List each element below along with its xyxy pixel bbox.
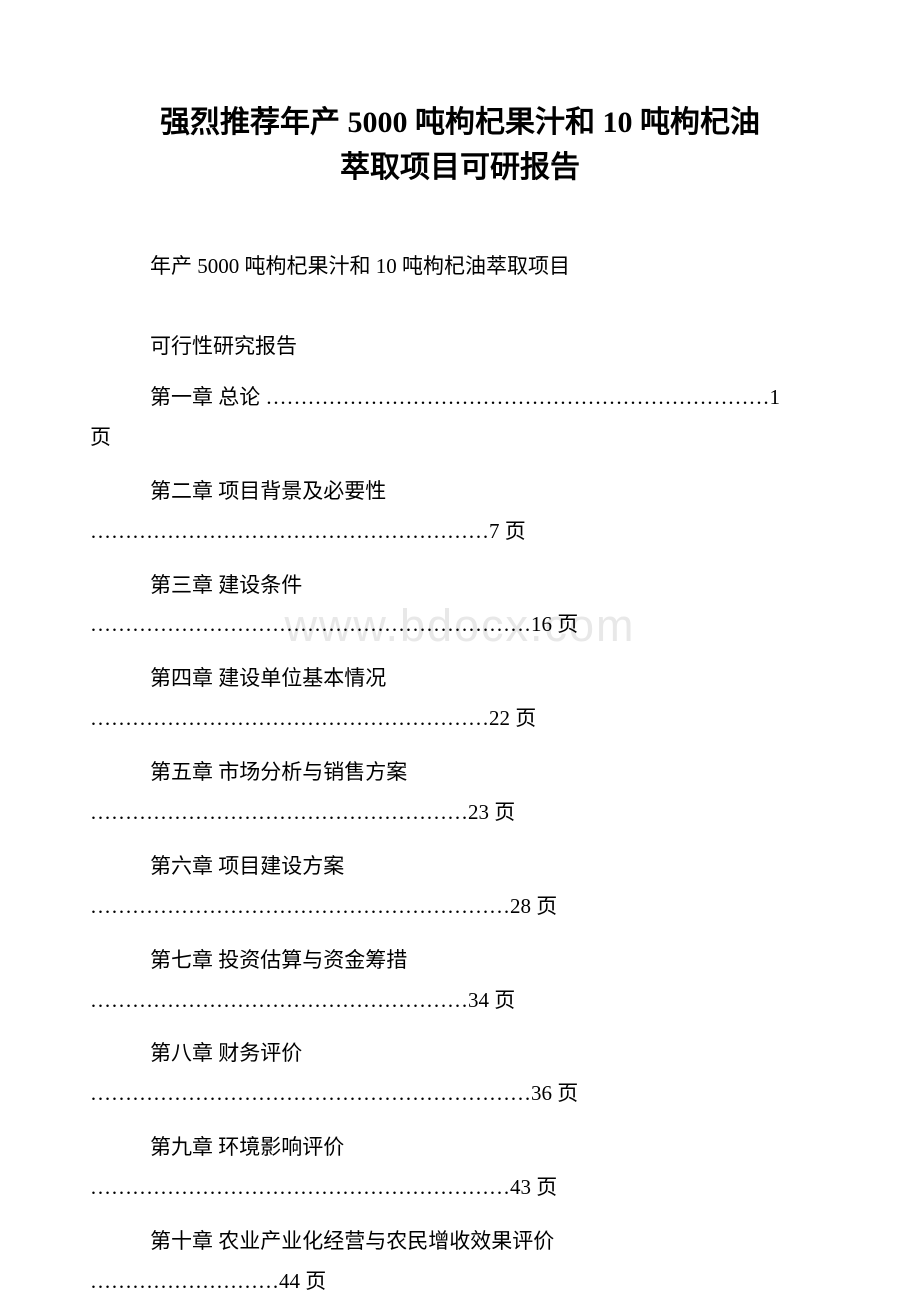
toc-entry: 第九章 环境影响评价 ……………………………………………………43 页 [90, 1128, 830, 1208]
toc-page-suffix: 页 [90, 418, 830, 458]
toc-dots: …………………………………………………7 页 [90, 512, 830, 552]
toc-entry: 第三章 建设条件 ………………………………………………………16 页 [90, 566, 830, 646]
toc-dots: ………………………………………………………36 页 [90, 1074, 830, 1114]
toc-dots: ………………………44 页 [90, 1262, 830, 1302]
toc-chapter: 第十章 农业产业化经营与农民增收效果评价 [150, 1222, 830, 1262]
toc-entry: 第七章 投资估算与资金筹措 ………………………………………………34 页 [90, 941, 830, 1021]
document-title: 强烈推荐年产 5000 吨枸杞果汁和 10 吨枸杞油 萃取项目可研报告 [90, 100, 830, 190]
toc-entry: 第一章 总论 ………………………………………………………………1 页 [90, 378, 830, 458]
toc-entry: 第五章 市场分析与销售方案 ………………………………………………23 页 [90, 753, 830, 833]
toc-chapter: 第二章 项目背景及必要性 [150, 472, 830, 512]
toc-dots: ………………………………………………………16 页 [90, 605, 830, 645]
toc-chapter: 第四章 建设单位基本情况 [150, 659, 830, 699]
toc-chapter: 第七章 投资估算与资金筹措 [150, 941, 830, 981]
title-line-1: 强烈推荐年产 5000 吨枸杞果汁和 10 吨枸杞油 [90, 100, 830, 145]
toc-dots: ……………………………………………………43 页 [90, 1168, 830, 1208]
toc-chapter: 第五章 市场分析与销售方案 [150, 753, 830, 793]
report-type-label: 可行性研究报告 [150, 330, 830, 360]
toc-entry: 第八章 财务评价 ………………………………………………………36 页 [90, 1034, 830, 1114]
toc-chapter: 第六章 项目建设方案 [150, 847, 830, 887]
toc-entry: 第十章 农业产业化经营与农民增收效果评价 ………………………44 页 [90, 1222, 830, 1302]
toc-chapter: 第九章 环境影响评价 [150, 1128, 830, 1168]
toc-dots: ……………………………………………………28 页 [90, 887, 830, 927]
toc-entry: 第二章 项目背景及必要性 …………………………………………………7 页 [90, 472, 830, 552]
document-content: 强烈推荐年产 5000 吨枸杞果汁和 10 吨枸杞油 萃取项目可研报告 年产 5… [90, 100, 830, 1302]
document-subtitle: 年产 5000 吨枸杞果汁和 10 吨枸杞油萃取项目 [150, 250, 830, 280]
toc-dots: …………………………………………………22 页 [90, 699, 830, 739]
table-of-contents: 第一章 总论 ………………………………………………………………1 页 第二章 项… [90, 378, 830, 1302]
title-line-2: 萃取项目可研报告 [90, 145, 830, 190]
toc-chapter: 第一章 总论 ………………………………………………………………1 [150, 385, 780, 409]
toc-chapter: 第八章 财务评价 [150, 1034, 830, 1074]
toc-chapter: 第三章 建设条件 [150, 566, 830, 606]
toc-dots: ………………………………………………34 页 [90, 981, 830, 1021]
toc-entry: 第四章 建设单位基本情况 …………………………………………………22 页 [90, 659, 830, 739]
toc-entry: 第六章 项目建设方案 ……………………………………………………28 页 [90, 847, 830, 927]
toc-dots: ………………………………………………23 页 [90, 793, 830, 833]
